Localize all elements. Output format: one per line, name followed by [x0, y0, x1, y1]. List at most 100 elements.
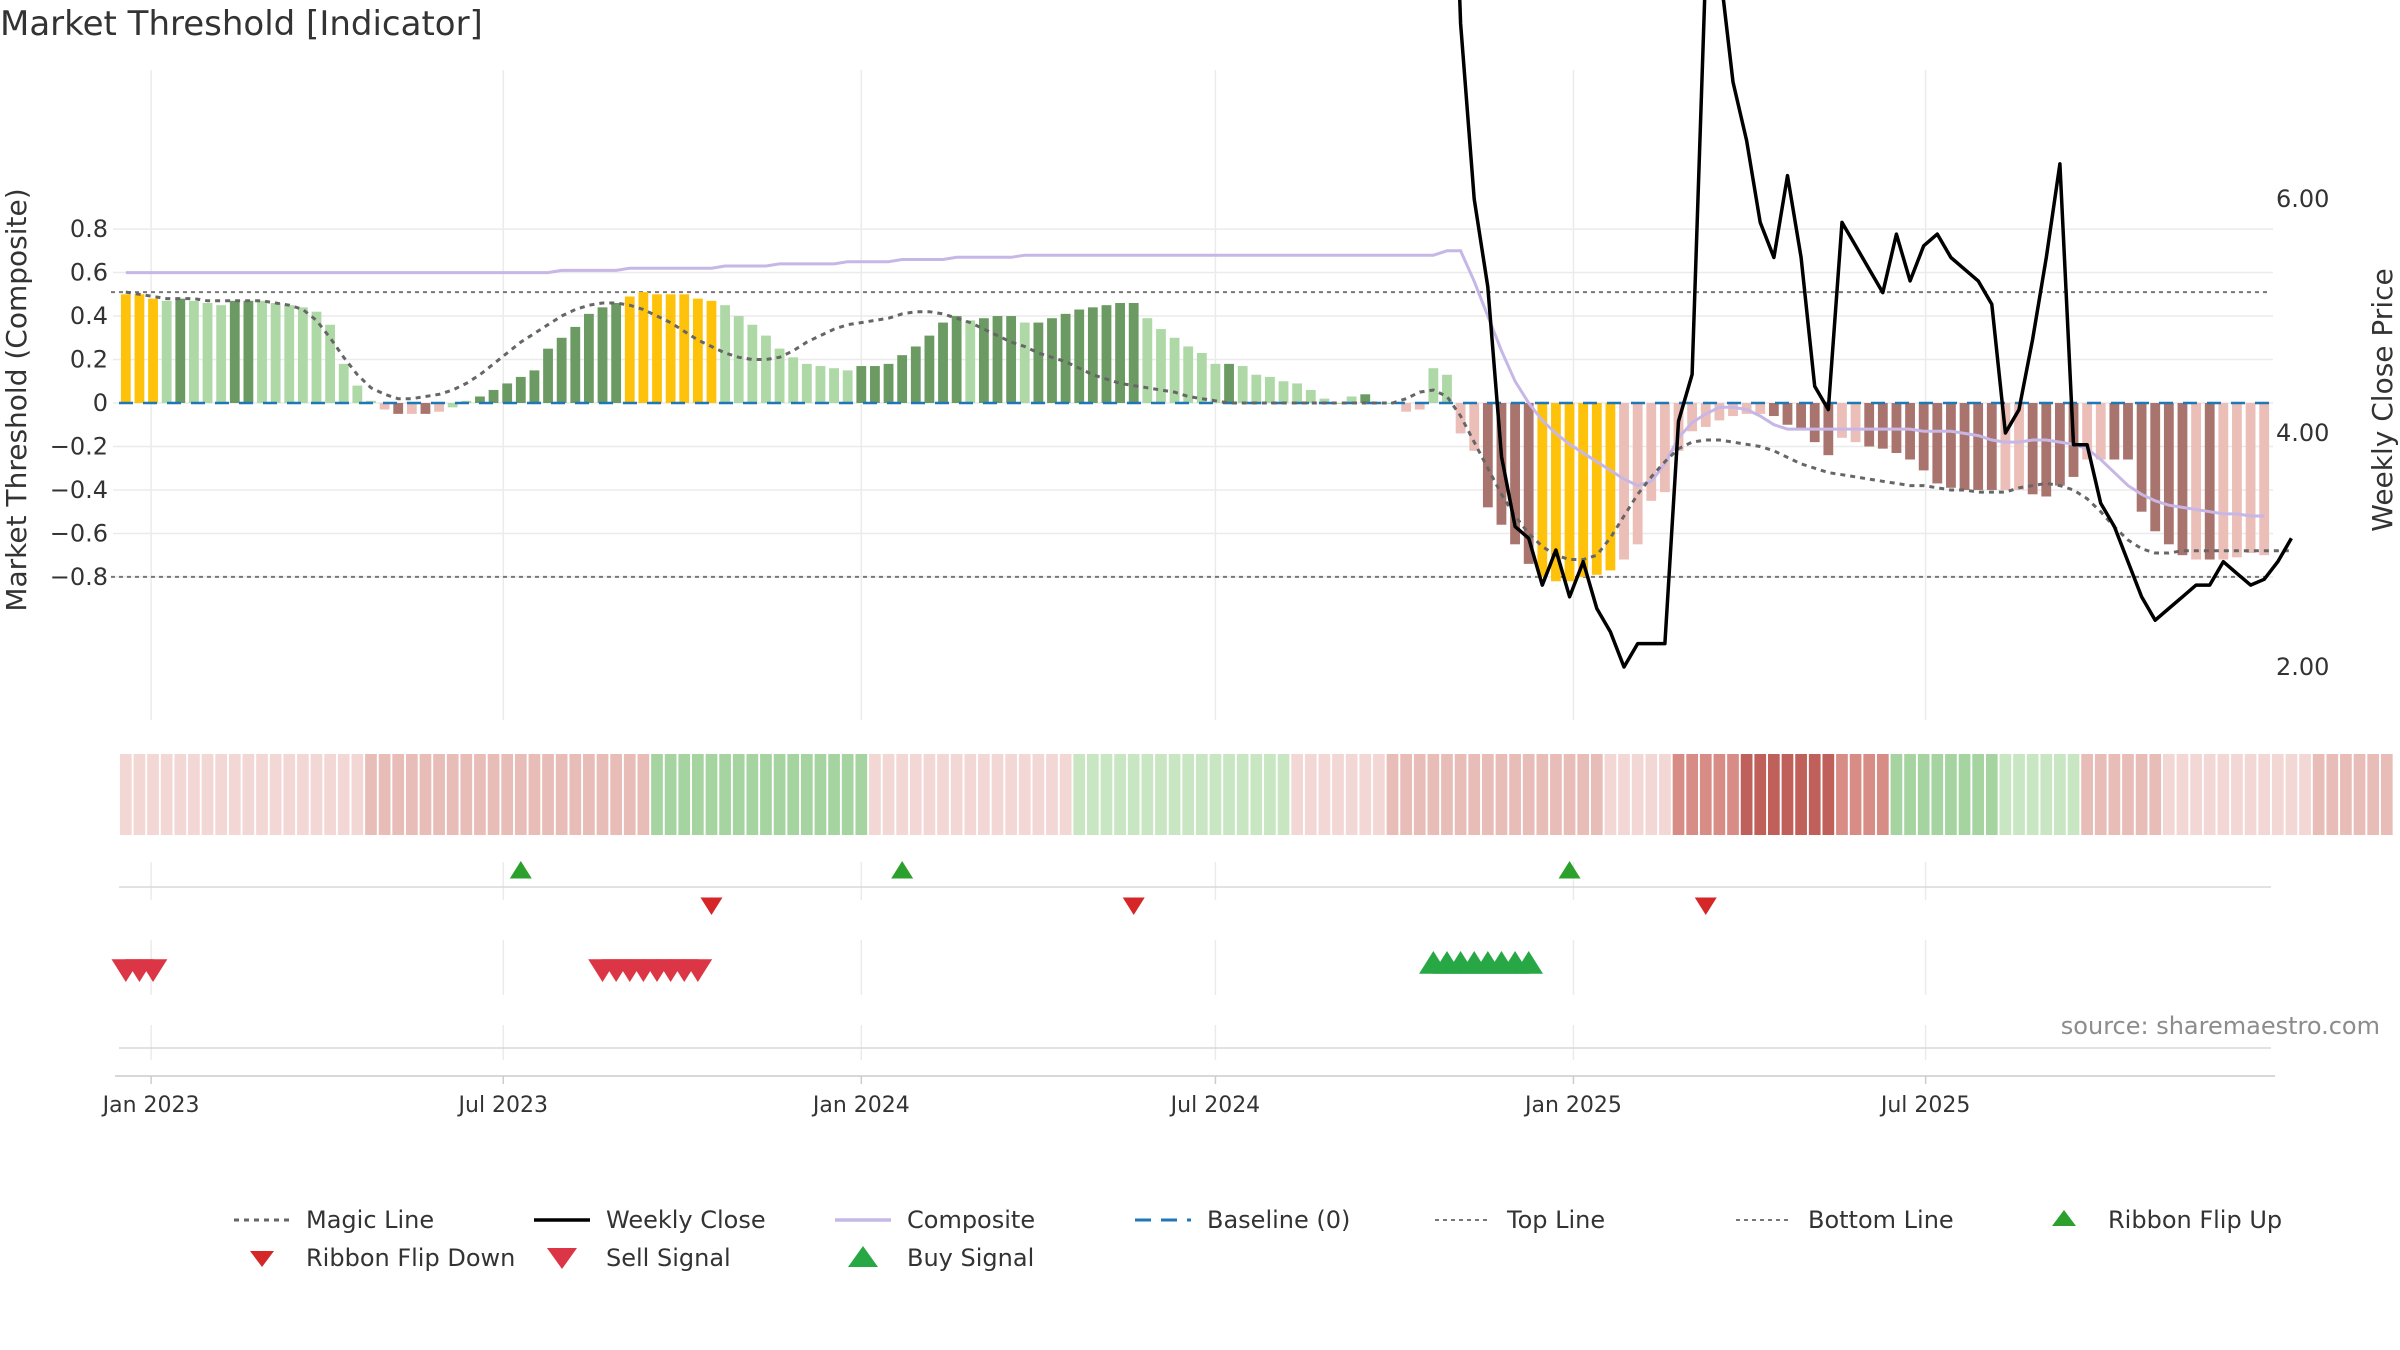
- composite-bar: [189, 300, 199, 403]
- composite-bar: [406, 403, 417, 414]
- y-right-axis-label: Weekly Close Price: [2366, 268, 2399, 531]
- composite-bar: [1101, 305, 1112, 403]
- ribbon-cell: [1945, 754, 1957, 835]
- ribbon-cell: [1223, 754, 1235, 835]
- composite-bar: [2027, 403, 2038, 495]
- ribbon-cell: [1713, 754, 1726, 835]
- ribbon-cell: [651, 754, 663, 835]
- legend-item-sell-signal: Sell Signal: [530, 1240, 731, 1276]
- composite-bar: [733, 316, 744, 403]
- ribbon-cell: [746, 754, 759, 835]
- y-left-tick-label: 0.4: [70, 302, 108, 330]
- ribbon-cell: [2299, 754, 2311, 835]
- composite-bar: [829, 368, 839, 403]
- ribbon-cell: [855, 754, 868, 835]
- ribbon-cell: [1468, 754, 1481, 835]
- y-right-tick-label: 2.00: [2276, 653, 2329, 681]
- composite-bar: [1169, 337, 1180, 403]
- legend-item-baseline: Baseline (0): [1131, 1202, 1350, 1238]
- ribbon-cell: [1958, 754, 1971, 835]
- ribbon-cell: [514, 754, 527, 835]
- composite-bar: [1292, 383, 1303, 403]
- ribbon-cell: [2231, 754, 2243, 835]
- legend-label: Top Line: [1507, 1206, 1606, 1234]
- composite-bar: [978, 318, 989, 403]
- weekly-close-line: [1458, 0, 2293, 669]
- ribbon-cell: [201, 754, 214, 835]
- y-left-tick-label: −0.6: [50, 519, 108, 547]
- composite-bar: [1959, 403, 1970, 490]
- ribbon-flip-down-marker: [1122, 897, 1145, 915]
- composite-bar: [638, 292, 649, 403]
- ribbon-cell: [1876, 754, 1889, 835]
- ribbon-cell: [419, 754, 432, 835]
- composite-bar: [543, 348, 553, 403]
- composite-bar: [938, 322, 948, 403]
- composite-bar: [1877, 403, 1888, 449]
- ribbon-cell: [1727, 754, 1739, 835]
- ribbon-cell: [1563, 754, 1576, 835]
- ribbon-cell: [1386, 754, 1399, 835]
- composite-bar: [243, 300, 254, 403]
- ribbon-cell: [1018, 754, 1031, 835]
- ribbon-cell: [378, 754, 391, 835]
- composite-bar: [1414, 403, 1425, 410]
- axes-layer: −0.8 −0.6 −0.4 −0.2 0 0.2 0.4 0.6 0.8 2.00 4.00 6.0…: [0, 185, 2399, 1118]
- composite-line: [125, 249, 2265, 518]
- composite-bar: [2191, 403, 2201, 560]
- composite-bar: [1183, 346, 1194, 403]
- ribbon-cell: [147, 754, 159, 835]
- composite-bar: [229, 300, 240, 403]
- composite-bar: [1605, 403, 1616, 571]
- y-left-tick-label: −0.2: [50, 432, 108, 460]
- ribbon-cell: [610, 754, 622, 835]
- ribbon-cell: [1046, 754, 1058, 835]
- ribbon-cell: [1264, 754, 1276, 835]
- ribbon-cell: [256, 754, 268, 835]
- composite-bar: [1401, 403, 1412, 412]
- composite-bar: [202, 302, 213, 403]
- composite-bar: [2232, 403, 2242, 558]
- composite-bar: [1782, 403, 1793, 425]
- composite-bar: [815, 366, 826, 403]
- composite-bar: [679, 294, 690, 403]
- ribbon-cell: [1400, 754, 1412, 835]
- ribbon-cell: [664, 754, 677, 835]
- ribbon-cell: [637, 754, 650, 835]
- composite-bar: [924, 335, 935, 403]
- ribbon-cell: [1005, 754, 1017, 835]
- ribbon-cell: [1182, 754, 1195, 835]
- ribbon-cell: [2067, 754, 2080, 835]
- ribbon-cell: [1931, 754, 1944, 835]
- ribbon-cell: [351, 754, 364, 835]
- composite-bar: [1265, 376, 1275, 403]
- sell-signal-marker: [683, 959, 713, 982]
- composite-bar: [910, 346, 921, 403]
- ribbon-cell: [2135, 754, 2148, 835]
- composite-bar: [1837, 403, 1847, 438]
- ribbon-cell: [2162, 754, 2175, 835]
- ribbon-cell: [678, 754, 691, 835]
- ribbon-cell: [841, 754, 854, 835]
- ribbon-cell: [1209, 754, 1222, 835]
- composite-bar: [393, 403, 404, 414]
- composite-bar: [706, 300, 717, 403]
- composite-bar: [761, 335, 771, 403]
- ribbon-cell: [1522, 754, 1535, 835]
- ribbon-cell: [1359, 754, 1372, 835]
- ribbon-cell: [828, 754, 840, 835]
- ribbon-cell: [2190, 754, 2202, 835]
- composite-bar: [870, 366, 880, 403]
- ribbon-cell: [188, 754, 200, 835]
- ribbon-cell: [1195, 754, 1208, 835]
- legend-label: Ribbon Flip Up: [2108, 1206, 2283, 1234]
- ribbon-cell: [1659, 754, 1671, 835]
- ribbon-cell: [760, 754, 772, 835]
- ribbon-cell: [623, 754, 636, 835]
- composite-bar: [1864, 403, 1875, 447]
- legend-label: Ribbon Flip Down: [306, 1244, 516, 1272]
- ribbon-flip-down-marker: [1694, 897, 1717, 915]
- composite-bar: [747, 324, 758, 403]
- composite-bar: [1809, 403, 1820, 443]
- legend-item-ribbon-flip-up: Ribbon Flip Up: [2032, 1202, 2282, 1238]
